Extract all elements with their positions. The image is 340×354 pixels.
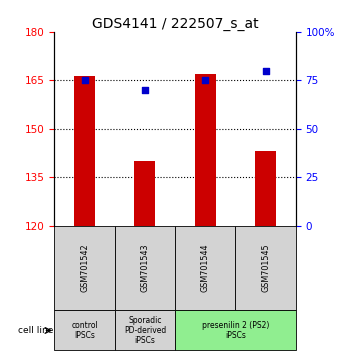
Text: Sporadic
PD-derived
iPSCs: Sporadic PD-derived iPSCs [124,315,166,346]
Title: GDS4141 / 222507_s_at: GDS4141 / 222507_s_at [92,17,258,31]
Point [142,87,148,93]
Point [82,78,87,83]
Text: GSM701542: GSM701542 [80,244,89,292]
Bar [74,76,95,225]
Bar [134,161,155,225]
Point [263,68,268,73]
Bar [175,310,296,350]
Text: GSM701545: GSM701545 [261,244,270,292]
Bar [115,225,175,310]
Bar [54,310,115,350]
Text: control
IPSCs: control IPSCs [71,321,98,340]
Bar [235,225,296,310]
Text: cell line: cell line [18,326,53,335]
Bar [255,151,276,225]
Bar [115,310,175,350]
Text: GSM701543: GSM701543 [140,244,149,292]
Text: presenilin 2 (PS2)
iPSCs: presenilin 2 (PS2) iPSCs [202,321,269,340]
Bar [195,74,216,225]
Bar [54,225,115,310]
Bar [175,225,235,310]
Text: GSM701544: GSM701544 [201,244,210,292]
Point [203,78,208,83]
